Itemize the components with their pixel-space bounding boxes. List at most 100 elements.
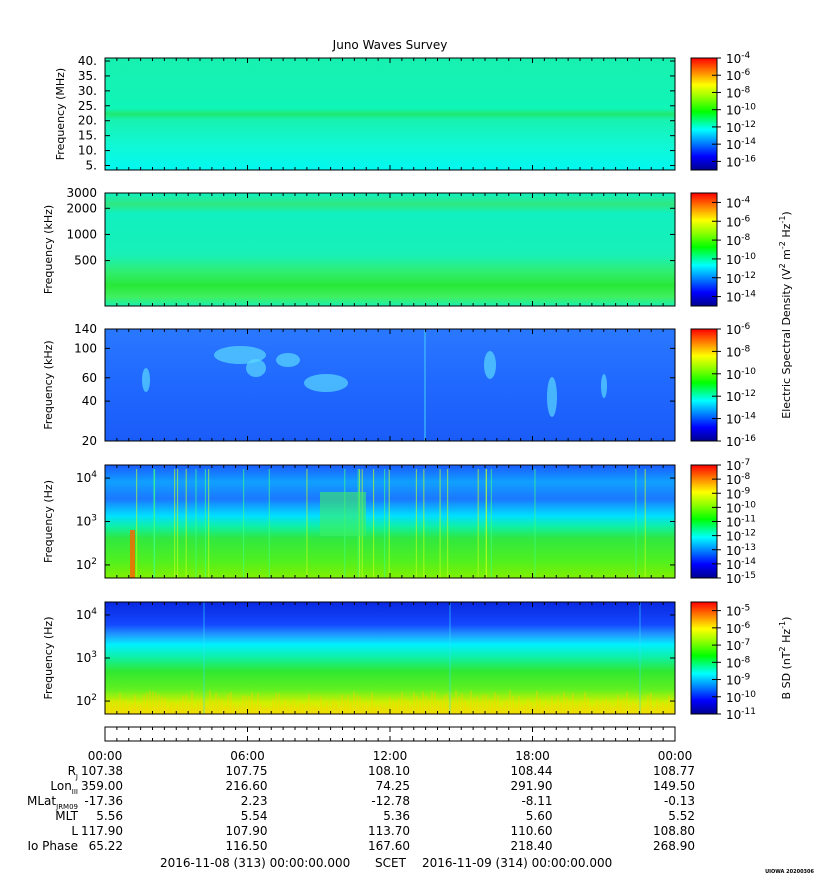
colorbar-tick-label: 10-13 xyxy=(726,543,756,558)
ephemeris-value: 5.54 xyxy=(241,809,268,823)
time-label: 06:00 xyxy=(230,749,265,763)
spectrogram-panel-1: 40.35.30.25.20.15.10.5. Frequency (MHz) 10… xyxy=(54,51,756,173)
colorbar-tick-label: 10-14 xyxy=(726,557,756,572)
ephemeris-label: Io Phase xyxy=(27,839,78,853)
y-tick-label: 15. xyxy=(78,129,97,143)
y-tick-label: 20. xyxy=(78,114,97,128)
y-axis-label: Frequency (kHz) xyxy=(42,340,55,429)
y-tick-label: 140 xyxy=(74,322,97,336)
y-axis-label: Frequency (Hz) xyxy=(42,617,55,700)
chart-title: Juno Waves Survey xyxy=(332,38,448,52)
colorbar-tick-label: 10-7 xyxy=(726,458,750,473)
time-label: 18:00 xyxy=(515,749,550,763)
spectrogram-fill xyxy=(105,329,675,441)
ephemeris-label: MLT xyxy=(55,809,78,823)
colorbar-tick-label: 10-12 xyxy=(726,389,756,404)
ephemeris-value: 5.36 xyxy=(383,809,410,823)
ephemeris-value: 167.60 xyxy=(368,839,410,853)
y-tick-label: 103 xyxy=(76,514,97,529)
y-axis-label: Frequency (Hz) xyxy=(42,480,55,563)
emission-blob xyxy=(246,359,266,377)
colorbar-tick-label: 10-14 xyxy=(726,137,756,152)
ephemeris-label: MLatJRM09 xyxy=(27,794,78,811)
colorbar-gradient xyxy=(690,192,718,307)
colorbar-tick-label: 10-10 xyxy=(726,252,756,267)
scet-end: 2016-11-09 (314) 00:00:00.000 xyxy=(422,856,612,870)
ephemeris-value: 268.90 xyxy=(653,839,695,853)
colorbar-gradient xyxy=(690,328,718,442)
emission-spike xyxy=(130,530,135,578)
time-label: 00:00 xyxy=(658,749,693,763)
ephemeris-value: 5.56 xyxy=(96,809,123,823)
y-tick-label: 60 xyxy=(82,371,97,385)
colorbar-tick-label: 10-11 xyxy=(726,515,756,530)
colorbar-tick-label: 10-4 xyxy=(726,51,751,66)
y-tick-label: 103 xyxy=(76,650,97,665)
scet-label: SCET xyxy=(375,856,407,870)
ephemeris-label: RJ xyxy=(68,764,78,781)
colorbar-tick-label: 10-8 xyxy=(726,344,751,359)
magnetic-colorbar-title: B SD (nT2 Hz-1) xyxy=(778,617,793,700)
ephemeris-label: LonIII xyxy=(50,779,78,796)
ephemeris-value: 359.00 xyxy=(81,779,123,793)
emission-blob xyxy=(484,351,496,379)
colorbar-tick-label: 10-8 xyxy=(726,655,751,670)
ephemeris-value: 74.25 xyxy=(376,779,410,793)
ephemeris-value: 5.60 xyxy=(526,809,553,823)
y-tick-label: 100 xyxy=(74,341,97,355)
emission-blob xyxy=(601,374,607,398)
ephemeris-value: 5.52 xyxy=(668,809,695,823)
time-label: 00:00 xyxy=(88,749,123,763)
colorbar-2: 10-4 10-6 10-8 10-10 10-12 10-14 xyxy=(690,192,756,307)
spectrogram-fill xyxy=(105,193,675,306)
ephemeris-value: -12.78 xyxy=(371,794,410,808)
colorbar-tick-label: 10-15 xyxy=(726,571,756,586)
ephemeris-value: 218.40 xyxy=(511,839,553,853)
colorbar-tick-label: 10-10 xyxy=(726,103,756,118)
electric-colorbar-title: Electric Spectral Density (V2 m-2 Hz-1) xyxy=(778,211,793,418)
ephemeris-value: 108.80 xyxy=(653,824,695,838)
colorbar-tick-label: 10-11 xyxy=(726,707,756,722)
colorbar-tick-label: 10-9 xyxy=(726,673,751,688)
ephemeris-value: 108.10 xyxy=(368,764,410,778)
colorbar-tick-label: 10-9 xyxy=(726,486,751,501)
y-tick-label: 5. xyxy=(86,159,97,173)
y-tick-label: 2000 xyxy=(66,201,97,215)
colorbar-1: 10-4 10-6 10-8 10-10 10-12 10-14 10-16 xyxy=(690,51,756,171)
y-tick-label: 10. xyxy=(78,144,97,158)
colorbar-tick-label: 10-6 xyxy=(726,322,751,337)
spectrogram-fill xyxy=(105,602,675,714)
colorbar-tick-label: 10-16 xyxy=(726,434,756,449)
scet-start: 2016-11-08 (313) 00:00:00.000 xyxy=(160,856,350,870)
colorbar-tick-label: 10-12 xyxy=(726,271,756,286)
emission-blob xyxy=(547,377,557,417)
spectrogram-panel-4: 104 103 102 Frequency (Hz) 10-710-810-910-10… xyxy=(42,458,756,586)
y-tick-label: 104 xyxy=(76,470,97,485)
y-tick-label: 1000 xyxy=(66,227,97,241)
colorbar-tick-label: 10-10 xyxy=(726,367,756,382)
ephemeris-value: 113.70 xyxy=(368,824,410,838)
y-axis-label: Frequency (MHz) xyxy=(54,68,67,160)
colorbar-tick-label: 10-6 xyxy=(726,68,751,83)
y-axis-label: Frequency (kHz) xyxy=(42,205,55,294)
y-tick-label: 35. xyxy=(78,69,97,83)
y-tick-label: 40. xyxy=(78,54,97,68)
ephemeris-value: 108.77 xyxy=(653,764,695,778)
y-tick-label: 40 xyxy=(82,394,97,408)
colorbar-tick-label: 10-10 xyxy=(726,690,756,705)
y-tick-label: 3000 xyxy=(66,186,97,200)
y-tick-label: 104 xyxy=(76,607,97,622)
y-tick-label: 500 xyxy=(74,254,97,268)
colorbar-tick-label: 10-8 xyxy=(726,85,751,100)
y-tick-label: 30. xyxy=(78,84,97,98)
colorbar-tick-label: 10-16 xyxy=(726,154,756,169)
ephemeris-value: -17.36 xyxy=(84,794,123,808)
ephemeris-value: -0.13 xyxy=(664,794,695,808)
colorbar-gradient xyxy=(690,601,718,715)
colorbar-tick-label: 10-7 xyxy=(726,638,750,653)
ephemeris-value: 107.75 xyxy=(226,764,268,778)
colorbar-5: 10-5 10-6 10-7 10-8 10-9 10-10 10-11 xyxy=(690,601,756,722)
